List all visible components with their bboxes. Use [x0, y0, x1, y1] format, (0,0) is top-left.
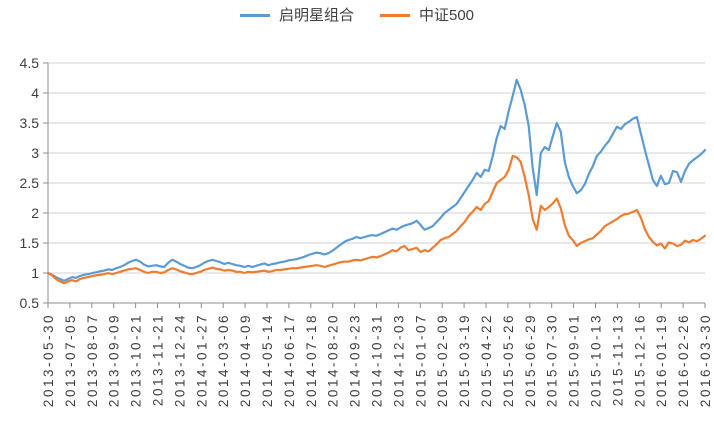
- x-axis-label: 2016-03-30: [698, 313, 713, 407]
- x-axis-label: 2014-10-31: [370, 313, 385, 407]
- y-axis-label: 1: [31, 265, 39, 281]
- x-axis-labels: 2013-05-30 2013-07-05 2013-08-07 2013-09-09…: [41, 313, 713, 407]
- x-axis-label: 2015-05-26: [501, 313, 516, 407]
- y-axis-label: 2.5: [20, 175, 40, 191]
- gridlines: [48, 62, 705, 274]
- x-axis-label: 2015-12-16: [632, 313, 647, 407]
- x-axis-label: 2014-04-09: [238, 313, 253, 407]
- x-axis-label: 2014-07-18: [304, 313, 319, 407]
- y-axis-labels: 0.5 1 1.5 2 2.5 3 3.5 4 4.5: [20, 55, 40, 311]
- chart-legend: 启明星组合 中证500: [0, 8, 714, 23]
- y-axis-label: 0.5: [20, 295, 40, 311]
- y-axis-label: 1.5: [20, 235, 40, 251]
- x-axis-label: 2015-03-19: [457, 313, 472, 407]
- x-axis-label: 2014-12-03: [391, 313, 406, 407]
- series-lines: [46, 78, 707, 285]
- x-axis-label: 2014-09-23: [348, 313, 363, 407]
- x-axis-label: 2015-04-22: [479, 313, 494, 407]
- x-axis-label: 2015-09-01: [567, 313, 582, 407]
- x-axis-label: 2015-01-07: [413, 313, 428, 407]
- x-axis-label: 2013-05-30: [41, 313, 56, 407]
- series-line-0: [46, 78, 707, 282]
- x-axis-label: 2014-08-20: [326, 313, 341, 407]
- y-axis-label: 3: [31, 145, 39, 161]
- legend-label-zhongzheng500: 中证500: [418, 7, 475, 24]
- x-axis-label: 2016-02-26: [676, 313, 691, 407]
- legend-line-swatch-orange: [379, 14, 410, 17]
- x-axis-label: 2013-11-21: [151, 313, 166, 406]
- x-axis-label: 2014-03-06: [216, 313, 231, 407]
- x-axis-label: 2013-10-21: [129, 313, 144, 407]
- legend-item-zhongzheng500: 中证500: [379, 7, 475, 24]
- series-line-1: [46, 154, 707, 285]
- x-axis-label: 2015-02-09: [435, 313, 450, 407]
- legend-label-qimingxing: 启明星组合: [278, 7, 354, 24]
- x-axis-label: 2013-09-09: [107, 313, 122, 407]
- legend-line-swatch-blue: [239, 14, 270, 17]
- y-axis-label: 4.5: [20, 55, 40, 71]
- y-axis-label: 4: [31, 85, 39, 101]
- x-axis-label: 2014-06-17: [282, 313, 297, 407]
- x-axis-label: 2015-06-29: [523, 313, 538, 407]
- x-axis-label: 2015-11-13: [610, 313, 625, 406]
- legend-item-qimingxing: 启明星组合: [239, 7, 354, 24]
- y-axis-label: 3.5: [20, 115, 40, 131]
- x-axis-label: 2015-07-30: [545, 313, 560, 407]
- x-axis-label: 2013-12-24: [172, 313, 187, 407]
- x-axis-label: 2015-10-13: [589, 313, 604, 407]
- x-axis-label: 2016-01-19: [654, 313, 669, 407]
- x-axis-label: 2013-07-05: [63, 313, 78, 407]
- x-axis-label: 2014-05-14: [260, 313, 275, 407]
- x-axis-label: 2013-08-07: [85, 313, 100, 407]
- x-axis-label: 2014-01-27: [194, 313, 209, 407]
- y-axis-label: 2: [31, 205, 39, 221]
- tick-marks: [43, 62, 706, 308]
